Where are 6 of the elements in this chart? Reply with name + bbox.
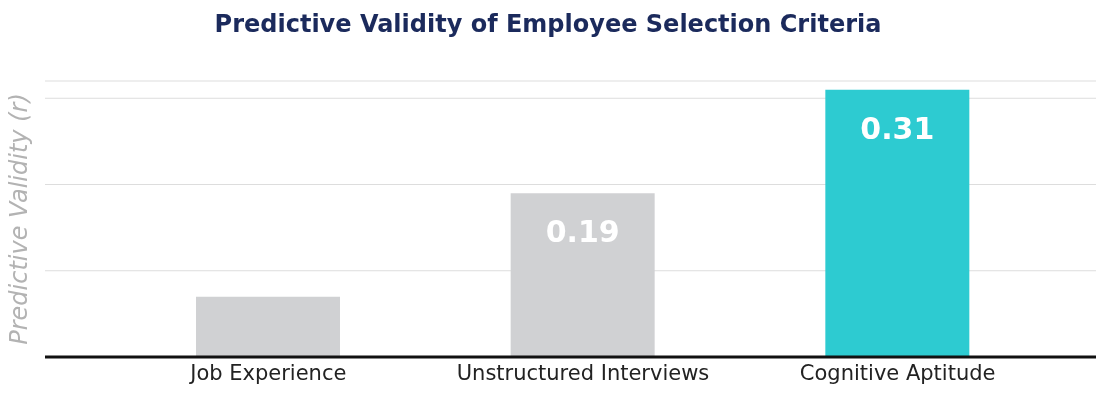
x-tick-label: Job Experience xyxy=(188,360,347,385)
y-axis-title: Predictive Validity (r) xyxy=(4,93,33,345)
x-tick-label: Cognitive Aptitude xyxy=(799,360,996,385)
data-label: 0.31 xyxy=(860,110,935,146)
chart-title: Predictive Validity of Employee Selection Criteria xyxy=(213,10,883,38)
x-tick-label: Unstructured Interviews xyxy=(456,360,710,385)
